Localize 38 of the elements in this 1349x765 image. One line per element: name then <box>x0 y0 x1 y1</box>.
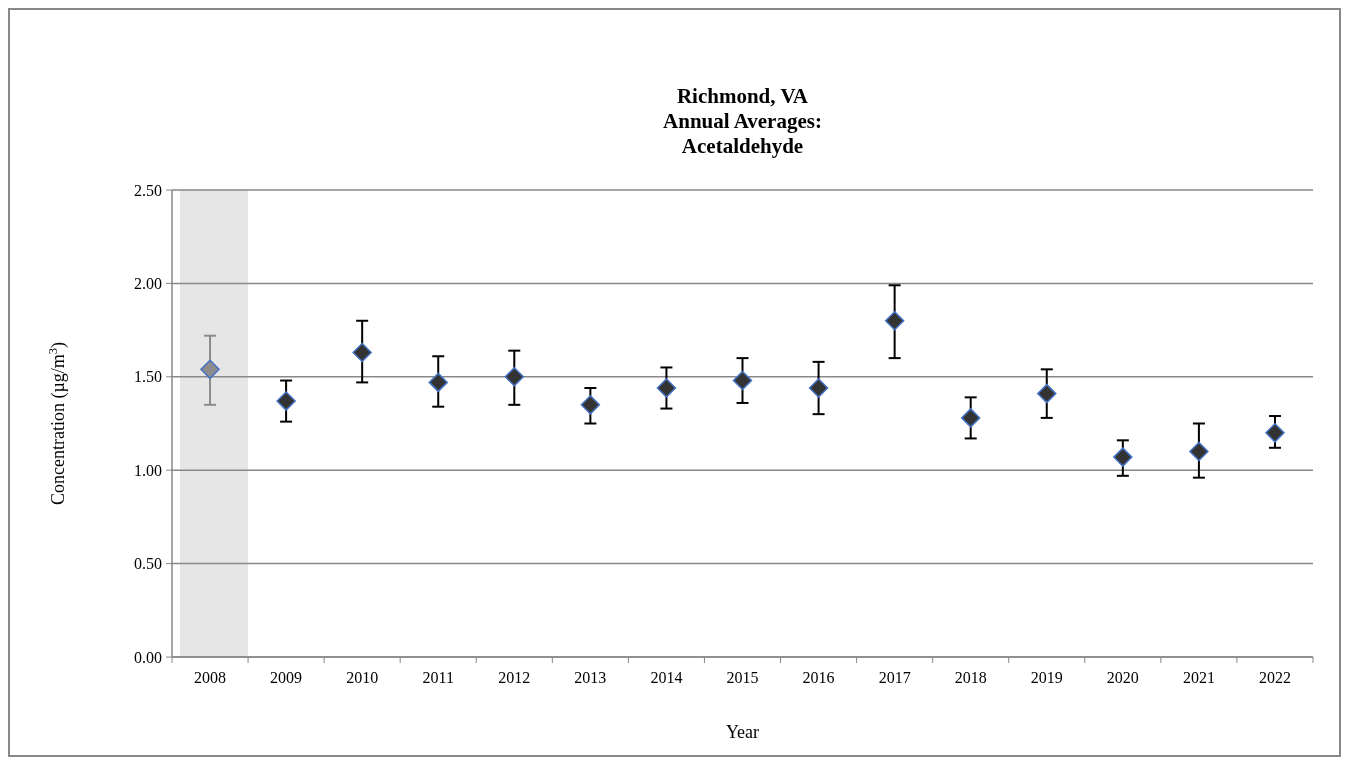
point <box>808 378 829 398</box>
y-tick-label: 1.00 <box>134 461 162 479</box>
y-tick-label: 0.00 <box>134 648 162 666</box>
point <box>656 378 677 398</box>
x-tick-label: 2012 <box>498 669 531 686</box>
point <box>200 359 220 380</box>
x-tick-label: 2014 <box>650 669 683 686</box>
point <box>732 370 753 391</box>
point <box>352 342 372 363</box>
point <box>1265 423 1285 443</box>
x-axis-title: Year <box>725 722 760 742</box>
point <box>960 408 981 428</box>
y-tick-label: 2.00 <box>134 275 162 292</box>
x-tick-label: 2009 <box>270 669 303 686</box>
point <box>884 311 905 331</box>
x-tick-label: 2010 <box>346 669 379 686</box>
point <box>428 372 448 393</box>
y-tick-label: 1.50 <box>134 368 162 386</box>
y-tick-label: 0.50 <box>134 555 162 573</box>
chart-title: Richmond, VA Annual Averages: Acetaldehyde <box>663 84 822 158</box>
x-tick-label: 2022 <box>1258 669 1291 686</box>
x-tick-label: 2017 <box>878 669 911 686</box>
x-tick-label: 2020 <box>1106 669 1139 686</box>
point <box>504 367 525 387</box>
x-tick-label: 2019 <box>1030 669 1063 686</box>
point <box>580 395 601 415</box>
point <box>1037 383 1057 404</box>
x-tick-label: 2011 <box>422 669 454 686</box>
y-tick-label: 2.50 <box>134 181 162 199</box>
x-tick-label: 2008 <box>194 669 227 686</box>
x-tick-label: 2013 <box>574 669 607 686</box>
point <box>1113 447 1133 467</box>
x-tick-label: 2016 <box>802 669 835 686</box>
x-tick-label: 2018 <box>954 669 987 686</box>
x-tick-label: 2021 <box>1182 669 1215 686</box>
point <box>1189 441 1209 462</box>
x-tick-label: 2015 <box>726 669 759 686</box>
point <box>276 391 296 411</box>
